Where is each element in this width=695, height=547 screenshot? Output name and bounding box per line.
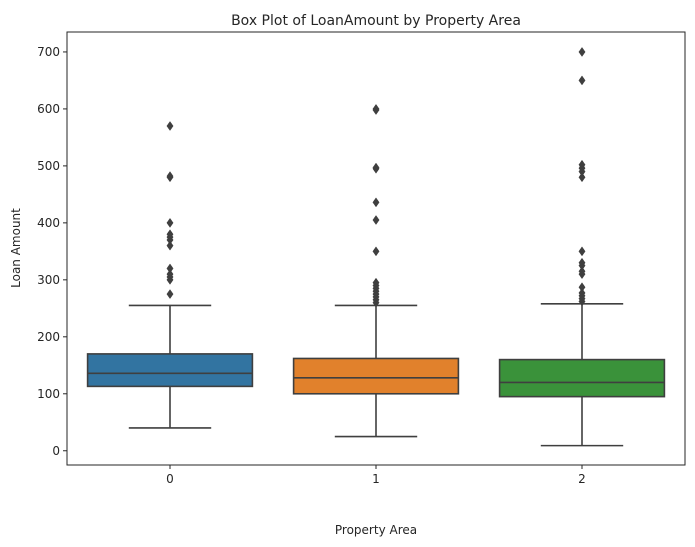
outlier-point bbox=[166, 229, 174, 240]
outlier-point bbox=[578, 257, 586, 268]
y-tick-label: 100 bbox=[37, 387, 60, 401]
outlier-point bbox=[578, 172, 586, 183]
outlier-point bbox=[166, 121, 174, 131]
y-tick-label: 0 bbox=[52, 444, 60, 458]
x-tick-label: 2 bbox=[578, 472, 586, 486]
outlier-point bbox=[372, 103, 380, 114]
outlier-point bbox=[578, 288, 586, 298]
outlier-point bbox=[578, 75, 586, 86]
outlier-point bbox=[166, 240, 174, 251]
y-axis: 0 100 200 300 400 500 600 700 bbox=[37, 45, 67, 458]
outlier-point bbox=[166, 171, 174, 182]
outlier-point bbox=[166, 263, 174, 274]
y-tick-label: 600 bbox=[37, 102, 60, 116]
outlier-point bbox=[578, 266, 586, 277]
y-tick-label: 700 bbox=[37, 45, 60, 59]
outlier-point bbox=[372, 277, 380, 288]
iqr-box bbox=[86, 353, 254, 388]
plot-area bbox=[86, 47, 666, 447]
x-tick-label: 1 bbox=[372, 472, 380, 486]
outlier-point bbox=[372, 246, 380, 257]
outlier-point bbox=[372, 162, 380, 173]
outlier-point bbox=[166, 269, 174, 280]
outlier-point bbox=[578, 47, 586, 57]
iqr-box bbox=[498, 358, 666, 398]
y-axis-label: Loan Amount bbox=[9, 208, 23, 288]
y-tick-label: 300 bbox=[37, 273, 60, 287]
box-group-0 bbox=[86, 121, 254, 429]
outlier-point bbox=[578, 246, 586, 257]
outlier-point bbox=[372, 197, 380, 208]
x-axis: 0 1 2 bbox=[166, 465, 586, 486]
outlier-point bbox=[578, 159, 586, 170]
iqr-box bbox=[292, 357, 460, 395]
x-tick-label: 0 bbox=[166, 472, 174, 486]
x-axis-label: Property Area bbox=[335, 523, 417, 537]
outlier-point bbox=[166, 289, 174, 300]
y-tick-label: 400 bbox=[37, 216, 60, 230]
outlier-point bbox=[578, 282, 586, 293]
outlier-point bbox=[372, 215, 380, 225]
box-group-2 bbox=[498, 47, 666, 447]
outlier-point bbox=[166, 217, 174, 228]
y-tick-label: 200 bbox=[37, 330, 60, 344]
chart-title: Box Plot of LoanAmount by Property Area bbox=[231, 13, 521, 29]
y-tick-label: 500 bbox=[37, 159, 60, 173]
box-group-1 bbox=[292, 103, 460, 438]
